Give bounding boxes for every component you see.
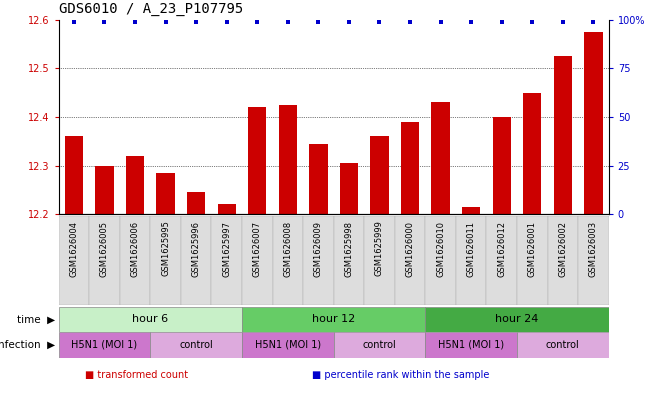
Bar bbox=[553, 56, 572, 214]
Bar bbox=[401, 122, 419, 214]
Text: GSM1626003: GSM1626003 bbox=[589, 220, 598, 277]
Bar bbox=[273, 216, 303, 305]
Bar bbox=[187, 192, 205, 214]
Text: hour 12: hour 12 bbox=[312, 314, 355, 324]
Text: GSM1626007: GSM1626007 bbox=[253, 220, 262, 277]
Bar bbox=[242, 307, 425, 332]
Bar bbox=[547, 216, 578, 305]
Text: GSM1625997: GSM1625997 bbox=[222, 220, 231, 277]
Text: hour 24: hour 24 bbox=[495, 314, 538, 324]
Bar bbox=[126, 156, 144, 214]
Bar bbox=[181, 216, 212, 305]
Text: GSM1625996: GSM1625996 bbox=[191, 220, 201, 277]
Bar bbox=[59, 216, 89, 305]
Text: GSM1626000: GSM1626000 bbox=[406, 220, 415, 277]
Bar bbox=[89, 216, 120, 305]
Text: GSM1626004: GSM1626004 bbox=[70, 220, 78, 277]
Text: GSM1626012: GSM1626012 bbox=[497, 220, 506, 277]
Text: GSM1626006: GSM1626006 bbox=[130, 220, 139, 277]
Text: control: control bbox=[546, 340, 580, 350]
Bar bbox=[364, 216, 395, 305]
Text: GSM1626002: GSM1626002 bbox=[559, 220, 567, 277]
Text: GSM1626008: GSM1626008 bbox=[283, 220, 292, 277]
Text: GSM1625998: GSM1625998 bbox=[344, 220, 353, 277]
Bar bbox=[303, 216, 334, 305]
Bar bbox=[156, 173, 174, 214]
Bar bbox=[517, 332, 609, 358]
Bar bbox=[242, 332, 334, 358]
Bar bbox=[370, 136, 389, 214]
Bar bbox=[584, 32, 603, 214]
Bar bbox=[150, 216, 181, 305]
Text: ■ transformed count: ■ transformed count bbox=[85, 370, 187, 380]
Bar bbox=[242, 216, 273, 305]
Bar bbox=[59, 307, 242, 332]
Text: GSM1625995: GSM1625995 bbox=[161, 220, 170, 276]
Bar bbox=[64, 136, 83, 214]
Bar bbox=[95, 165, 114, 214]
Text: GSM1626010: GSM1626010 bbox=[436, 220, 445, 277]
Bar bbox=[462, 207, 480, 214]
Bar bbox=[279, 105, 297, 214]
Bar bbox=[59, 332, 150, 358]
Bar bbox=[456, 216, 486, 305]
Text: H5N1 (MOI 1): H5N1 (MOI 1) bbox=[438, 340, 505, 350]
Text: control: control bbox=[363, 340, 396, 350]
Bar bbox=[212, 216, 242, 305]
Text: GSM1626001: GSM1626001 bbox=[528, 220, 537, 277]
Text: GSM1626011: GSM1626011 bbox=[467, 220, 476, 277]
Text: GSM1625999: GSM1625999 bbox=[375, 220, 384, 276]
Bar bbox=[395, 216, 425, 305]
Bar bbox=[486, 216, 517, 305]
Bar bbox=[334, 332, 425, 358]
Text: time  ▶: time ▶ bbox=[17, 314, 55, 325]
Text: infection  ▶: infection ▶ bbox=[0, 340, 55, 350]
Bar bbox=[493, 117, 511, 214]
Bar bbox=[523, 93, 542, 214]
Bar bbox=[217, 204, 236, 214]
Bar bbox=[334, 216, 364, 305]
Bar bbox=[120, 216, 150, 305]
Text: control: control bbox=[179, 340, 213, 350]
Bar bbox=[150, 332, 242, 358]
Bar bbox=[425, 332, 517, 358]
Bar bbox=[425, 307, 609, 332]
Bar bbox=[578, 216, 609, 305]
Text: GSM1626005: GSM1626005 bbox=[100, 220, 109, 277]
Bar bbox=[432, 102, 450, 214]
Bar bbox=[340, 163, 358, 214]
Bar bbox=[248, 107, 266, 214]
Bar bbox=[425, 216, 456, 305]
Text: GDS6010 / A_23_P107795: GDS6010 / A_23_P107795 bbox=[59, 2, 243, 16]
Text: hour 6: hour 6 bbox=[132, 314, 169, 324]
Text: H5N1 (MOI 1): H5N1 (MOI 1) bbox=[255, 340, 321, 350]
Bar bbox=[517, 216, 547, 305]
Text: GSM1626009: GSM1626009 bbox=[314, 220, 323, 277]
Text: ■ percentile rank within the sample: ■ percentile rank within the sample bbox=[312, 370, 490, 380]
Bar bbox=[309, 144, 327, 214]
Text: H5N1 (MOI 1): H5N1 (MOI 1) bbox=[72, 340, 137, 350]
